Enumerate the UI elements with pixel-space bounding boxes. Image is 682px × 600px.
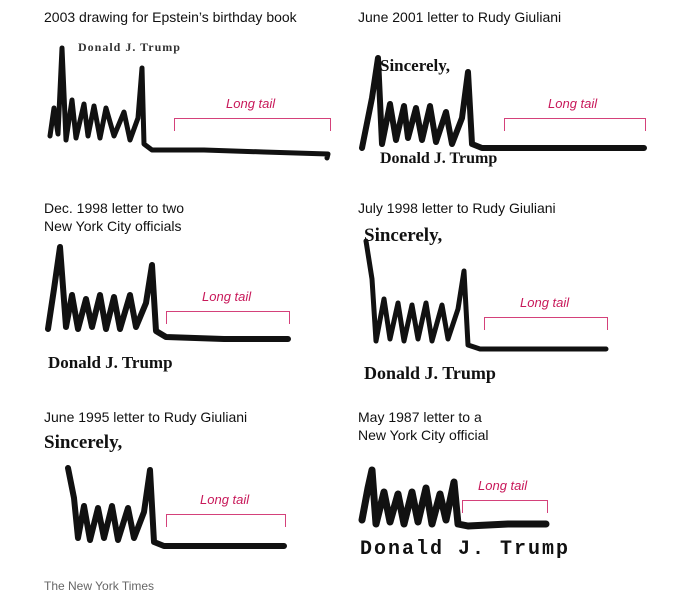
signature-panel-1998-dec: Dec. 1998 letter to two New York City of… (44, 199, 364, 389)
signature-panel-1998-jul: July 1998 letter to Rudy Giuliani Sincer… (358, 199, 678, 399)
long-tail-bracket (484, 317, 608, 330)
signature-image (358, 466, 550, 530)
typed-closing: Sincerely, (380, 56, 451, 75)
long-tail-bracket (174, 118, 331, 131)
long-tail-label: Long tail (200, 492, 250, 507)
panel-caption: May 1987 letter to a New York City offic… (358, 409, 489, 443)
panel-caption: Dec. 1998 letter to two New York City of… (44, 200, 185, 234)
typed-name: Donald J. Trump (380, 150, 498, 167)
long-tail-label: Long tail (478, 478, 528, 493)
panel-caption: June 2001 letter to Rudy Giuliani (358, 9, 562, 25)
source-credit: The New York Times (44, 579, 155, 593)
signature-panel-2003: 2003 drawing for Epstein’s birthday book… (44, 8, 364, 178)
long-tail-bracket (166, 311, 290, 324)
typed-closing: Sincerely, (364, 225, 443, 246)
long-tail-bracket (166, 514, 286, 527)
long-tail-label: Long tail (520, 295, 570, 310)
panel-caption: June 1995 letter to Rudy Giuliani (44, 409, 248, 425)
long-tail-label: Long tail (548, 96, 598, 111)
long-tail-label: Long tail (226, 96, 276, 111)
signature-image (65, 465, 287, 549)
signature-panel-2001: June 2001 letter to Rudy Giuliani Sincer… (358, 8, 678, 178)
signature-panel-1987: May 1987 letter to a New York City offic… (358, 408, 678, 568)
signature-panel-1995: June 1995 letter to Rudy Giuliani Sincer… (44, 408, 364, 568)
panel-caption: 2003 drawing for Epstein’s birthday book (44, 9, 297, 25)
typed-closing: Sincerely, (44, 432, 123, 453)
typed-name: Donald J. Trump (78, 40, 181, 54)
signature-image (363, 238, 609, 352)
typed-name: Donald J. Trump (48, 353, 173, 372)
signature-image (359, 55, 647, 151)
signature-image (45, 244, 291, 342)
typed-name: Donald J. Trump (360, 538, 571, 561)
signature-image (47, 45, 331, 161)
panel-caption: July 1998 letter to Rudy Giuliani (358, 200, 556, 216)
typed-name: Donald J. Trump (364, 363, 496, 383)
long-tail-bracket (462, 500, 548, 513)
long-tail-bracket (504, 118, 646, 131)
long-tail-label: Long tail (202, 289, 252, 304)
